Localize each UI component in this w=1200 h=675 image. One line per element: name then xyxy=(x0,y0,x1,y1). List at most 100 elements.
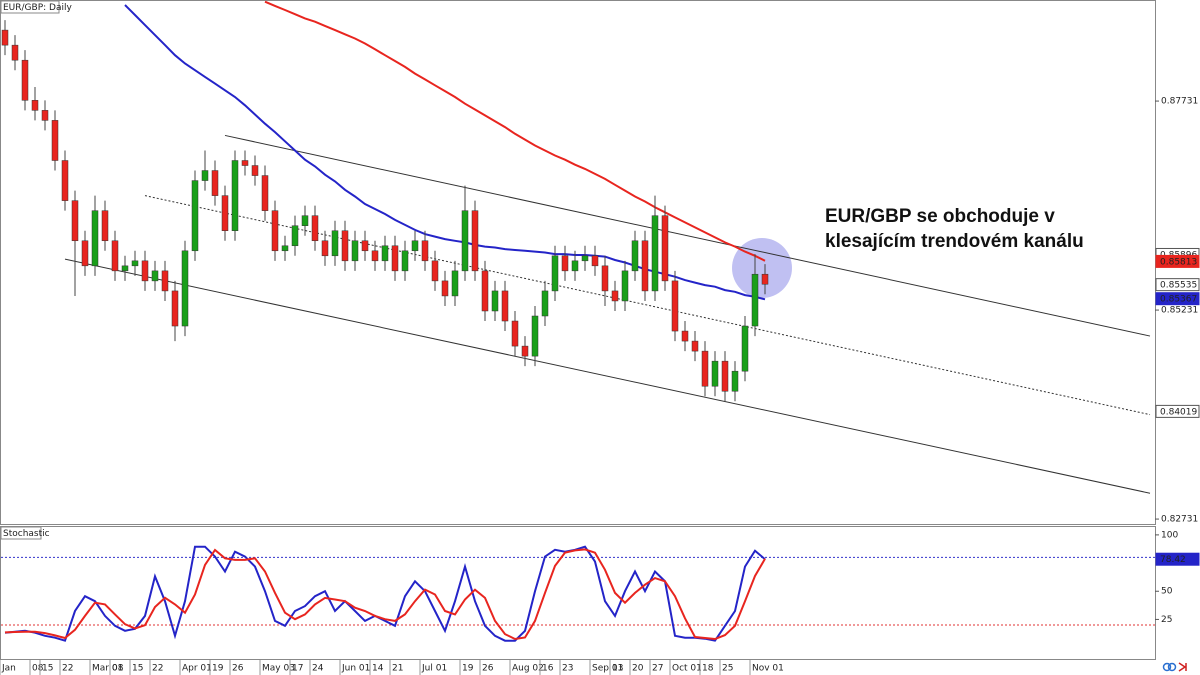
x-tick-label: 17 xyxy=(292,664,303,674)
candle-body xyxy=(131,260,139,267)
candle-body xyxy=(121,265,129,272)
x-tick-label: May 03 xyxy=(262,664,295,674)
x-tick-label: 22 xyxy=(62,664,73,674)
candle-body xyxy=(591,255,599,267)
x-tick-label: 20 xyxy=(632,664,644,674)
candle-body xyxy=(351,240,359,262)
candle-body xyxy=(461,210,469,272)
candle-body xyxy=(391,245,399,272)
candle-body xyxy=(481,270,489,312)
candle-body xyxy=(471,210,479,272)
candle-body xyxy=(541,290,549,317)
x-tick-label: 18 xyxy=(702,664,714,674)
candle-body xyxy=(511,320,519,347)
x-tick-label: 08 xyxy=(112,664,124,674)
x-tick-label: 13 xyxy=(612,664,623,674)
candle-body xyxy=(151,270,159,282)
candle-body xyxy=(261,175,269,211)
x-tick-label: 15 xyxy=(132,664,143,674)
annotation: EUR/GBP se obchoduje v xyxy=(825,206,1055,227)
price-tag-label: 0.85367 xyxy=(1160,295,1197,305)
price-tag xyxy=(1155,552,1200,566)
candle-body xyxy=(321,240,329,257)
stochastic-panel-frame xyxy=(0,526,1156,660)
x-tick-label: Mar 01 xyxy=(92,664,123,674)
candle-body xyxy=(241,160,249,166)
candle-body xyxy=(141,260,149,282)
y-tick-label: 0.82731 xyxy=(1161,515,1198,525)
channel-line xyxy=(144,195,1151,416)
x-tick-label: 24 xyxy=(312,664,324,674)
y-tick-label: 25 xyxy=(1161,615,1172,625)
candle-body xyxy=(301,215,309,226)
candle-body xyxy=(491,290,499,312)
candle-body xyxy=(251,165,259,176)
candle-body xyxy=(681,330,689,342)
price-tag-label: 78.42 xyxy=(1160,555,1186,565)
price-tag-label: 0.84019 xyxy=(1160,407,1197,417)
candle-body xyxy=(1,29,9,46)
candle-body xyxy=(21,59,29,101)
candle-body xyxy=(651,215,659,292)
candle-body xyxy=(501,290,509,322)
indicator-line xyxy=(124,4,766,301)
x-tick-label: Apr 01 xyxy=(182,664,212,674)
candle-body xyxy=(271,210,279,252)
x-tick-label: Jan xyxy=(1,664,16,674)
x-tick-label: 22 xyxy=(152,664,163,674)
candle-body xyxy=(601,265,609,292)
indicator-line xyxy=(264,0,766,262)
candle-body xyxy=(451,270,459,297)
x-tick-label: 19 xyxy=(462,664,474,674)
candle-body xyxy=(361,240,369,252)
candle-body xyxy=(111,240,119,272)
candle-body xyxy=(91,210,99,267)
corner-icons xyxy=(1162,662,1187,672)
x-tick-label: Oct 01 xyxy=(672,664,702,674)
price-tag-label: 0.85813 xyxy=(1160,257,1197,267)
title-box xyxy=(0,0,60,14)
price-tag xyxy=(1155,404,1200,418)
candle-body xyxy=(161,270,169,292)
candle-body xyxy=(441,280,449,297)
candle-body xyxy=(671,280,679,332)
candle-body xyxy=(81,240,89,267)
channel-line xyxy=(224,134,1151,337)
x-tick-label: Jul 01 xyxy=(421,664,447,674)
price-tag xyxy=(1155,278,1200,292)
candle-body xyxy=(621,270,629,302)
candle-body xyxy=(101,210,109,242)
chart-title: EUR/GBP: Daily xyxy=(3,3,72,13)
x-tick-label: 25 xyxy=(722,664,733,674)
candle-body xyxy=(371,250,379,262)
icon xyxy=(1167,662,1177,672)
candle-body xyxy=(221,195,229,231)
candle-body xyxy=(341,230,349,262)
x-tick-label: 26 xyxy=(232,664,244,674)
candle-body xyxy=(191,180,199,252)
y-tick-label: 50 xyxy=(1161,587,1173,597)
x-tick-label: Aug 02 xyxy=(512,664,544,674)
icon xyxy=(1162,662,1172,672)
candle-body xyxy=(281,245,289,252)
price-tag xyxy=(1155,292,1200,306)
candle-body xyxy=(741,325,749,372)
candle-body xyxy=(291,225,299,247)
candle-body xyxy=(531,315,539,357)
y-tick-label: 0.85231 xyxy=(1161,306,1198,316)
icon xyxy=(1178,662,1187,672)
candle-body xyxy=(61,160,69,201)
candle-body xyxy=(751,273,759,327)
x-tick-label: 15 xyxy=(42,664,53,674)
candle-body xyxy=(581,255,589,262)
indicator-line xyxy=(4,545,766,642)
candle-body xyxy=(701,350,709,387)
candle-body xyxy=(381,245,389,262)
candle-body xyxy=(731,370,739,392)
x-tick-label: 26 xyxy=(482,664,494,674)
y-tick-label: 100 xyxy=(1161,530,1178,540)
x-tick-label: 16 xyxy=(542,664,554,674)
